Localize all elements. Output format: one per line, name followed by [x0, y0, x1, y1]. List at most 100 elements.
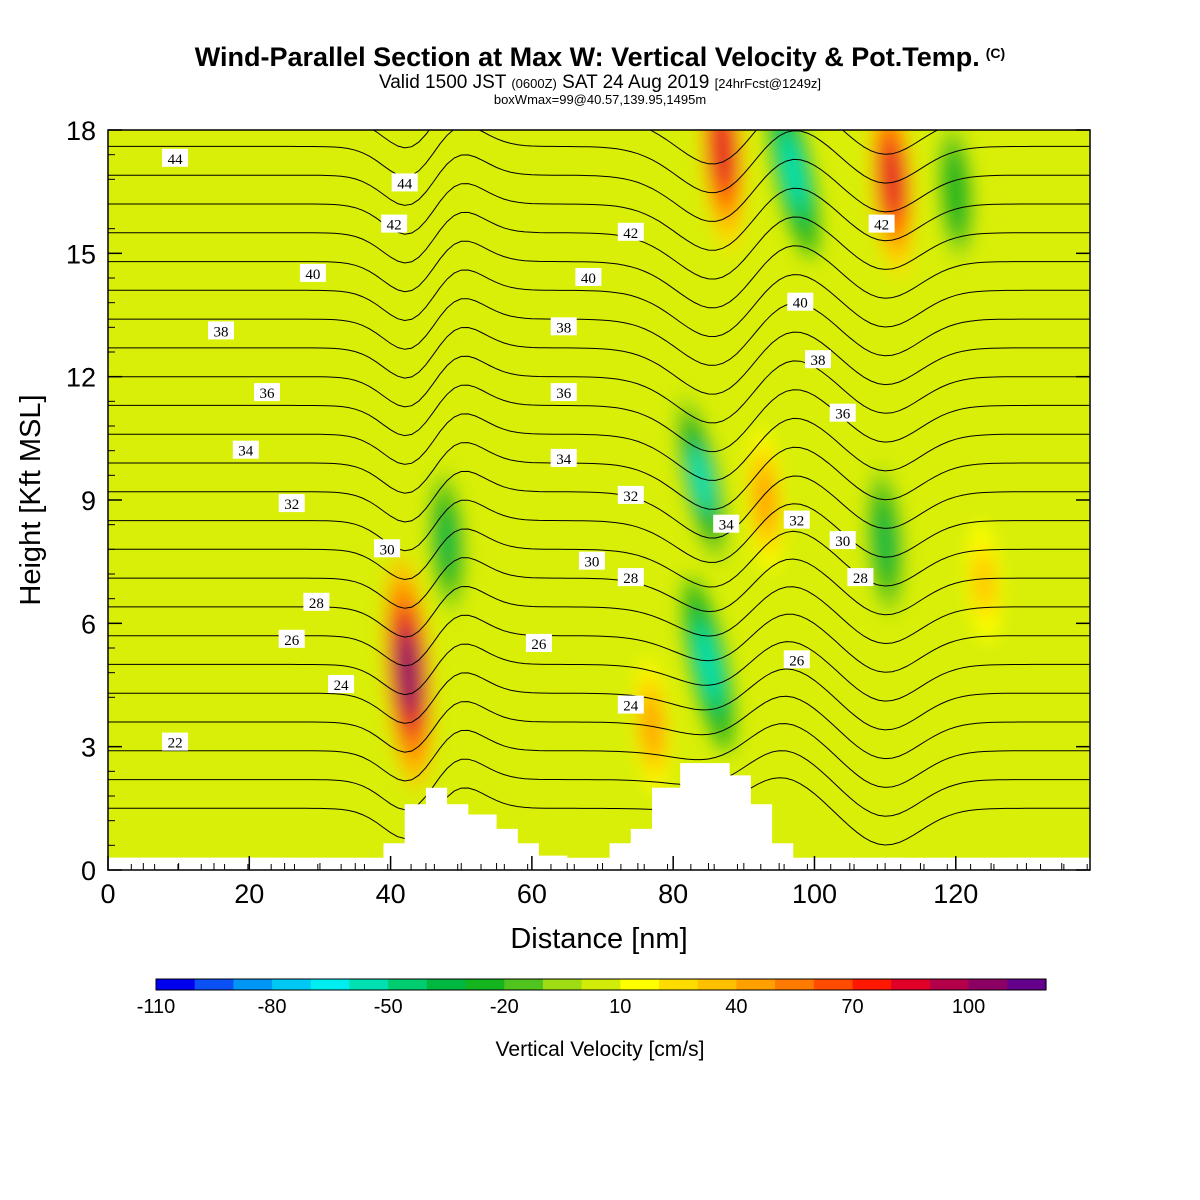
contour-label-text: 30	[584, 555, 599, 571]
colorbar-swatch	[813, 979, 854, 990]
contour-label-text: 40	[581, 271, 596, 287]
contour-label: 32	[783, 510, 810, 530]
pot-temp-contour	[108, 470, 1090, 539]
velocity-cell	[689, 446, 714, 513]
contour-label-text: 30	[835, 534, 850, 550]
contour-label-box	[278, 494, 305, 513]
contour-label-box	[550, 317, 577, 336]
contour-label-box	[617, 695, 644, 714]
contour-label-box	[162, 148, 189, 167]
contour-label: 44	[162, 148, 189, 168]
contour-label-text: 44	[168, 152, 184, 168]
colorbar-swatch	[504, 979, 544, 990]
pot-temp-contour	[108, 777, 1090, 846]
valid-date: SAT 24 Aug 2019	[562, 72, 710, 93]
contour-label: 42	[868, 214, 895, 234]
colorbar-tick-label: 10	[609, 996, 631, 1018]
pot-temp-contour	[108, 211, 1090, 280]
colorbar-swatch	[929, 979, 970, 990]
contour-label-text: 36	[260, 386, 276, 402]
velocity-cell	[755, 471, 775, 529]
forecast-info: [24hrFcst@1249z]	[714, 76, 822, 91]
contour-label-box	[805, 350, 831, 369]
colorbar-swatch	[775, 979, 815, 990]
contour-label-box	[299, 263, 326, 282]
contour-label: 28	[617, 568, 644, 587]
pot-temp-contour	[108, 384, 1090, 453]
chart-title: Wind-Parallel Section at Max W: Vertical…	[194, 42, 1006, 72]
contour-label-text: 22	[168, 736, 183, 752]
contour-label-box	[787, 292, 814, 311]
contour-label-box	[783, 510, 810, 529]
pot-temp-contour	[108, 269, 1090, 338]
colorbar-tick-label: -20	[490, 996, 519, 1018]
contour-label-text: 34	[556, 452, 572, 468]
contour-label-text: 38	[214, 324, 229, 340]
contour-label-text: 28	[853, 571, 868, 587]
contour-label-text: 26	[284, 633, 300, 649]
contour-label-box	[829, 403, 856, 422]
pot-temp-contour	[108, 585, 1090, 645]
contour-label: 30	[829, 531, 856, 550]
contour-label: 44	[391, 173, 418, 192]
pot-temp-contour	[108, 413, 1090, 481]
y-tick-label: 0	[81, 856, 96, 886]
x-axis: 0 20 40 60 80 100 120	[100, 856, 1063, 909]
terrain-profile	[108, 763, 1090, 870]
contour-label-box	[550, 448, 577, 467]
contour-label-box	[617, 568, 644, 587]
y-tick-label: 12	[66, 363, 96, 393]
contour-label: 24	[617, 695, 644, 715]
colorbar-tick-label: -80	[258, 996, 287, 1018]
contour-label: 42	[617, 222, 644, 242]
contour-label-box	[713, 514, 740, 533]
contour-label-text: 38	[811, 353, 826, 369]
colorbar-label: Vertical Velocity [cm/s]	[496, 1038, 705, 1061]
x-tick-label: 0	[100, 879, 115, 909]
contour-label-box	[162, 732, 189, 751]
contour-label: 38	[805, 350, 831, 369]
pot-temp-contour	[108, 442, 1090, 510]
contour-label-box	[617, 222, 644, 241]
pot-temp-contour	[108, 695, 1090, 760]
colorbar-swatch	[194, 979, 234, 990]
colorbar-tick-label: -50	[374, 996, 403, 1018]
colorbar-swatch	[968, 979, 1008, 990]
pot-temp-contour	[108, 154, 1090, 222]
pot-temp-contours	[108, 130, 1090, 846]
colorbar-tick-label: 70	[841, 996, 863, 1018]
x-tick-label: 100	[792, 879, 837, 909]
contour-label-text: 24	[334, 678, 350, 694]
colorbar: -110 -80 -50 -20 10 40 70 100	[137, 978, 1047, 1018]
colorbar-swatch	[659, 979, 699, 990]
contour-label: 24	[328, 675, 355, 694]
contour-label: 30	[578, 551, 605, 571]
y-tick-label: 3	[81, 733, 96, 763]
contour-label-box	[208, 321, 234, 340]
valid-time-utc: (0600Z)	[511, 76, 557, 91]
x-tick-label: 120	[933, 879, 978, 909]
contour-label-text: 28	[623, 571, 638, 587]
colorbar-swatch	[272, 979, 312, 990]
terrain	[107, 763, 1090, 870]
contour-label-box	[783, 650, 810, 669]
contour-label-box	[578, 551, 605, 570]
contour-label-text: 24	[623, 699, 639, 715]
colorbar-swatch	[310, 979, 351, 990]
contour-label: 38	[550, 317, 577, 336]
contour-label: 32	[278, 494, 305, 513]
contour-label-box	[303, 592, 330, 611]
plot-background	[108, 130, 1090, 870]
contour-label: 36	[550, 383, 577, 402]
contour-label: 36	[829, 403, 856, 423]
colorbar-swatch	[620, 979, 660, 990]
contour-label-text: 32	[284, 497, 299, 513]
pot-temp-contour	[108, 557, 1090, 616]
y-tick-label: 15	[66, 239, 96, 269]
contour-label-text: 42	[874, 218, 889, 234]
contour-label: 26	[525, 633, 552, 653]
contour-label-box	[868, 214, 895, 233]
contour-label: 36	[254, 383, 280, 402]
contour-label-box	[391, 173, 418, 192]
